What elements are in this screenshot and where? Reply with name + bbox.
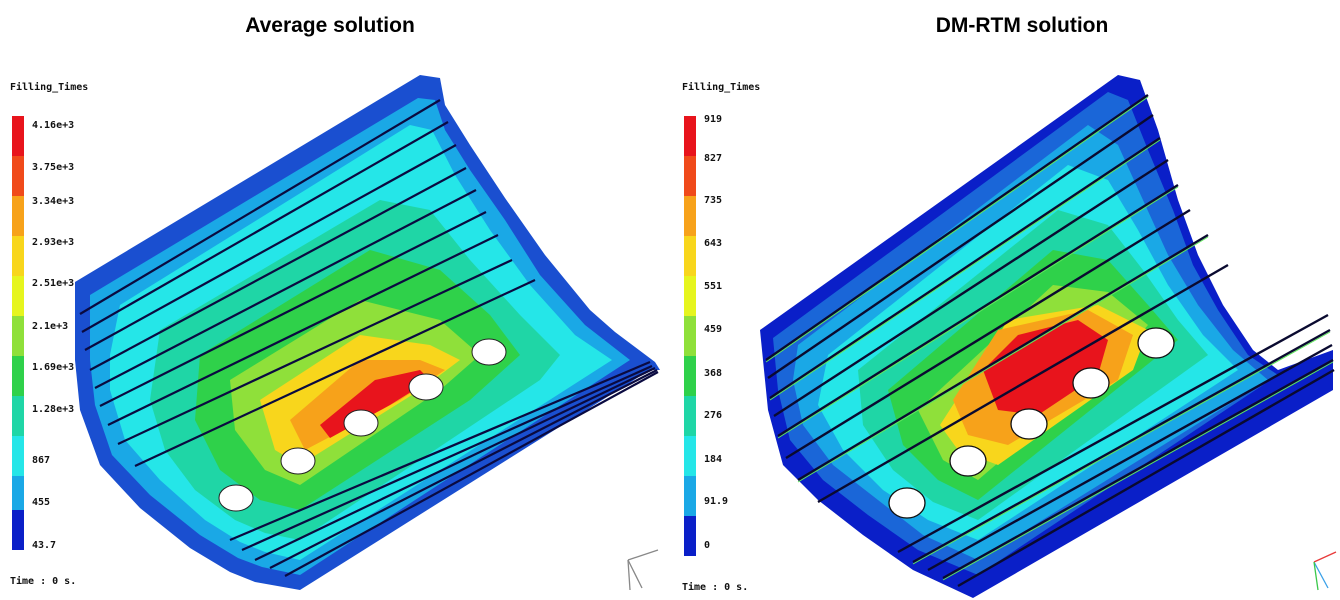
right-legend-label: 551 bbox=[704, 281, 723, 292]
left-legend-bar bbox=[12, 116, 24, 550]
left-legend-label: 4.16e+3 bbox=[32, 120, 75, 131]
right-holes bbox=[888, 327, 1175, 519]
right-rib-highlights bbox=[765, 96, 1334, 581]
left-ribs bbox=[79, 99, 659, 577]
left-legend-label: 1.69e+3 bbox=[32, 362, 75, 373]
right-legend-label: 91.9 bbox=[704, 496, 729, 507]
right-legend-label: 735 bbox=[704, 195, 723, 206]
left-legend-label: 43.7 bbox=[32, 540, 57, 551]
right-field-red bbox=[983, 320, 1108, 415]
left-holes bbox=[218, 338, 507, 512]
right-legend-label: 368 bbox=[704, 368, 723, 379]
right-legend-label: 827 bbox=[704, 153, 723, 164]
left-legend-label: 2.93e+3 bbox=[32, 237, 75, 248]
left-axis-triad bbox=[627, 549, 659, 591]
left-contour-plot bbox=[75, 75, 660, 591]
left-legend-label: 1.28e+3 bbox=[32, 404, 75, 415]
right-time-label: Time : 0 s. bbox=[682, 582, 749, 593]
right-contour-plot bbox=[760, 75, 1337, 598]
right-panel-title: DM-RTM solution bbox=[935, 14, 1109, 37]
left-panel: Filling_Times 4.16e+3 3.75e+3 3.34e+3 2.… bbox=[0, 70, 670, 600]
right-legend-title: Filling_Times bbox=[682, 82, 761, 93]
right-axis-triad bbox=[1313, 551, 1337, 591]
left-legend-label: 455 bbox=[32, 497, 51, 508]
left-legend-label: 867 bbox=[32, 455, 51, 466]
right-ribs bbox=[765, 94, 1335, 588]
left-legend-label: 3.34e+3 bbox=[32, 196, 75, 207]
left-legend-label: 2.1e+3 bbox=[32, 321, 69, 332]
right-legend-label: 276 bbox=[704, 410, 723, 421]
right-legend-label: 459 bbox=[704, 324, 723, 335]
right-legend-label: 919 bbox=[704, 114, 723, 125]
left-legend-title: Filling_Times bbox=[10, 82, 89, 93]
right-legend-label: 0 bbox=[704, 540, 711, 551]
left-time-label: Time : 0 s. bbox=[10, 576, 77, 587]
left-legend-label: 3.75e+3 bbox=[32, 162, 75, 173]
left-legend-label: 2.51e+3 bbox=[32, 278, 75, 289]
left-panel-title: Average solution bbox=[245, 14, 415, 37]
right-legend-label: 184 bbox=[704, 454, 723, 465]
right-legend-label: 643 bbox=[704, 238, 723, 249]
right-legend-bar bbox=[684, 116, 696, 556]
right-panel: Filling_Times 919 827 735 643 551 459 36… bbox=[678, 70, 1340, 600]
